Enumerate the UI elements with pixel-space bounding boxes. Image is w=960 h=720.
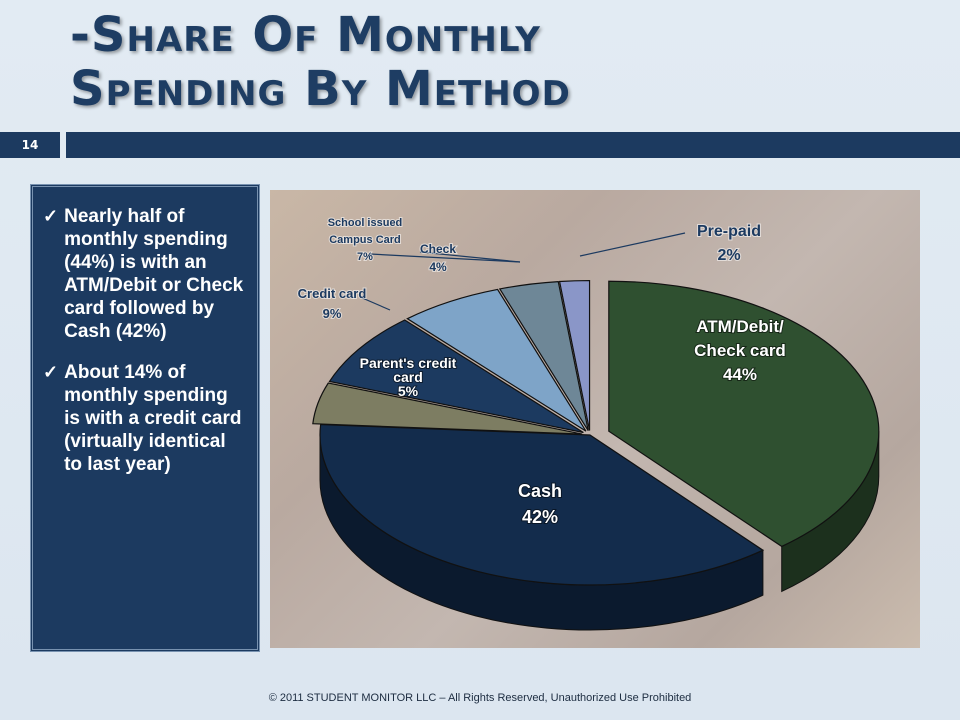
value-label-prepaid: 2%: [717, 247, 740, 264]
slice-label-parent-credit: Parent's credit: [360, 355, 457, 371]
leader-line-prepaid: [579, 232, 686, 257]
slice-label-check: Check: [420, 242, 456, 256]
pie-chart: ATM/Debit/Check card 44% Cash 42% Parent's c…: [297, 216, 880, 631]
bullet-item: ✓ Nearly half of monthly spending (44%) …: [43, 205, 245, 343]
slice-label-campus-card: Campus Card: [329, 234, 401, 246]
bullet-text: Nearly half of monthly spending (44%) is…: [64, 206, 244, 342]
bullet-text: About 14% of monthly spending is with a …: [64, 362, 242, 475]
check-icon: ✓: [43, 206, 59, 226]
slide-title: -Share Of Monthly Spending By Method: [70, 8, 571, 116]
value-label-campus-card: 7%: [357, 251, 373, 263]
pie-slice-atm: [608, 280, 880, 548]
header-bar-right: [66, 132, 960, 158]
pie-slice-prepaid: [558, 279, 591, 431]
slice-label-parent-credit: card: [393, 369, 423, 385]
slice-label-atm: ATM/Debit/: [696, 317, 784, 336]
value-label-credit-card: 9%: [323, 306, 342, 321]
header-bar-left: [0, 132, 60, 158]
pie-slice-cash: [319, 423, 765, 586]
title-line-1: -Share Of Monthly: [70, 7, 541, 63]
leader-line-campus-card: [369, 253, 521, 263]
slice-label-prepaid: Pre-paid: [697, 223, 761, 240]
bullet-item: ✓ About 14% of monthly spending is with …: [43, 361, 245, 476]
leader-line-credit-card: [359, 296, 391, 311]
slice-label-atm: Check card: [694, 341, 786, 360]
leader-line-check: [419, 251, 521, 263]
slice-label-cash: Cash: [518, 481, 562, 501]
slide-number: 14: [21, 138, 39, 152]
value-label-atm: 44%: [723, 365, 757, 384]
pie-slice-parent-credit: [312, 382, 583, 435]
value-label-cash: 42%: [522, 507, 558, 527]
footer-copyright: © 2011 STUDENT MONITOR LLC – All Rights …: [268, 692, 692, 704]
value-label-check: 4%: [429, 260, 447, 274]
title-line-2: Spending By Method: [70, 61, 571, 117]
pie-slice-check: [498, 280, 589, 431]
slice-label-credit-card: Credit card: [298, 286, 367, 301]
slice-label-campus-card: School issued: [328, 217, 403, 229]
pie-slice-campus-card: [406, 288, 587, 432]
bullet-panel: ✓ Nearly half of monthly spending (44%) …: [30, 184, 260, 652]
check-icon: ✓: [43, 362, 59, 382]
pie-slice-credit-card: [328, 319, 584, 434]
value-label-parent-credit: 5%: [398, 383, 419, 399]
chart-area: ATM/Debit/Check card 44% Cash 42% Parent's c…: [270, 190, 920, 648]
